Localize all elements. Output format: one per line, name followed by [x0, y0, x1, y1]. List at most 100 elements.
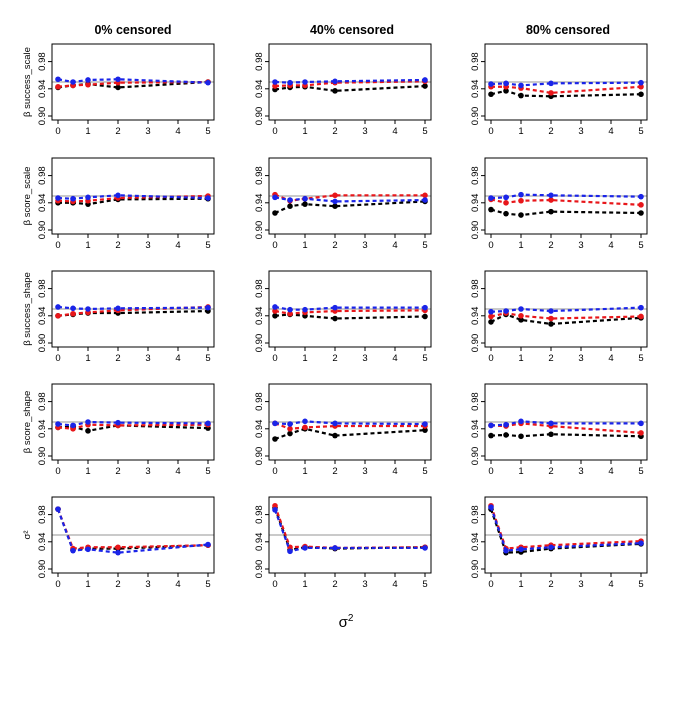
x-tick-label: 5	[422, 579, 427, 590]
x-tick-label: 5	[422, 240, 427, 251]
x-tick-label: 0	[55, 353, 60, 364]
y-tick-label: 0.98	[254, 279, 265, 298]
panel-frame	[484, 496, 648, 574]
x-tick-label: 4	[175, 466, 180, 477]
data-point-blue	[115, 549, 121, 556]
y-tick-label: 0.90	[254, 334, 265, 353]
x-tick-label: 2	[548, 353, 553, 364]
x-axis-label: σ2	[339, 613, 354, 631]
data-point-blue	[422, 421, 428, 427]
y-tick-label: 0.90	[470, 107, 481, 126]
data-point-blue	[638, 193, 644, 200]
panel-r1-c2: 0 1 2 3 4 5 0.90 0.94 0.98	[470, 157, 648, 251]
column-title-0: 0% censored	[94, 23, 171, 37]
data-point-red	[548, 315, 554, 322]
data-point-blue	[205, 541, 211, 548]
data-point-black	[488, 432, 494, 439]
x-tick-label: 1	[85, 353, 90, 364]
data-point-blue	[70, 79, 76, 85]
data-point-black	[332, 432, 338, 439]
data-point-blue	[302, 418, 308, 425]
data-point-black	[85, 428, 91, 434]
data-point-blue	[85, 306, 91, 312]
data-point-black	[272, 210, 278, 216]
x-tick-label: 0	[272, 579, 277, 590]
data-point-blue	[503, 547, 509, 554]
x-tick-label: 0	[488, 353, 493, 364]
panel-frame	[268, 157, 432, 235]
data-point-red	[287, 310, 293, 317]
series-line-black	[489, 508, 642, 554]
data-point-blue	[302, 306, 308, 313]
data-point-blue	[287, 421, 293, 427]
x-tick-label: 4	[392, 240, 397, 251]
panel-frame	[268, 43, 432, 121]
panel-frame	[484, 43, 648, 121]
data-point-red	[332, 192, 338, 199]
data-point-red	[70, 310, 76, 317]
y-axis-label: β success_scale	[22, 47, 33, 117]
x-tick-label: 3	[145, 466, 150, 477]
x-tick-label: 1	[302, 126, 307, 137]
panel-r3-c2: 0 1 2 3 4 5 0.90 0.94 0.98	[470, 383, 648, 477]
data-point-blue	[638, 304, 644, 311]
y-tick-label: 0.94	[37, 307, 48, 326]
x-tick-label: 3	[362, 126, 367, 137]
panel-r1-c0: 0 1 2 3 4 5 0.90 0.94 0.98 β score_scale	[22, 157, 215, 251]
data-point-red	[638, 83, 644, 90]
data-point-blue	[638, 79, 644, 86]
data-point-blue	[70, 305, 76, 312]
x-tick-label: 3	[145, 353, 150, 364]
x-tick-label: 5	[205, 353, 210, 364]
x-tick-label: 2	[115, 126, 120, 137]
y-tick-label: 0.94	[37, 420, 48, 439]
data-point-blue	[638, 420, 644, 427]
data-point-black	[287, 203, 293, 209]
panel-r2-c1: 0 1 2 3 4 5 0.90 0.94 0.98	[254, 270, 432, 364]
x-tick-label: 3	[362, 579, 367, 590]
x-tick-label: 0	[488, 126, 493, 137]
x-tick-label: 3	[145, 240, 150, 251]
panel-frame	[268, 383, 432, 461]
x-tick-label: 2	[548, 579, 553, 590]
y-tick-label: 0.94	[254, 80, 265, 99]
x-tick-label: 2	[332, 579, 337, 590]
x-tick-label: 0	[272, 126, 277, 137]
y-tick-label: 0.94	[37, 533, 48, 552]
data-point-blue	[55, 76, 61, 83]
y-tick-label: 0.94	[37, 80, 48, 99]
panel-r4-c0: 0 1 2 3 4 5 0.90 0.94 0.98 σ²	[22, 496, 215, 590]
panel-r0-c0: 0 1 2 3 4 5 0.90 0.94 0.98 β success_scale	[22, 43, 215, 137]
x-tick-label: 5	[205, 579, 210, 590]
data-point-red	[422, 192, 428, 199]
data-point-blue	[332, 198, 338, 205]
data-point-blue	[332, 78, 338, 85]
data-point-blue	[287, 79, 293, 86]
data-point-black	[518, 317, 524, 323]
y-tick-label: 0.98	[37, 505, 48, 524]
data-point-red	[638, 430, 644, 436]
y-tick-label: 0.90	[470, 221, 481, 240]
data-point-blue	[70, 195, 76, 202]
x-tick-label: 1	[302, 466, 307, 477]
x-tick-label: 0	[488, 466, 493, 477]
data-point-blue	[85, 77, 91, 83]
data-point-red	[55, 313, 61, 319]
y-tick-label: 0.94	[254, 194, 265, 213]
x-tick-label: 5	[422, 353, 427, 364]
x-tick-label: 1	[518, 126, 523, 137]
y-tick-label: 0.98	[470, 392, 481, 411]
data-point-black	[332, 315, 338, 322]
data-point-blue	[55, 304, 61, 310]
data-point-black	[332, 88, 338, 94]
data-point-black	[638, 210, 644, 216]
data-point-blue	[115, 419, 121, 426]
panel-r0-c2: 0 1 2 3 4 5 0.90 0.94 0.98	[470, 43, 648, 137]
panel-r4-c1: 0 1 2 3 4 5 0.90 0.94 0.98	[254, 496, 432, 590]
x-tick-label: 4	[608, 466, 613, 477]
x-axis-label-base: σ	[339, 614, 349, 631]
x-tick-label: 0	[272, 353, 277, 364]
x-tick-label: 0	[55, 579, 60, 590]
data-point-black	[638, 91, 644, 98]
